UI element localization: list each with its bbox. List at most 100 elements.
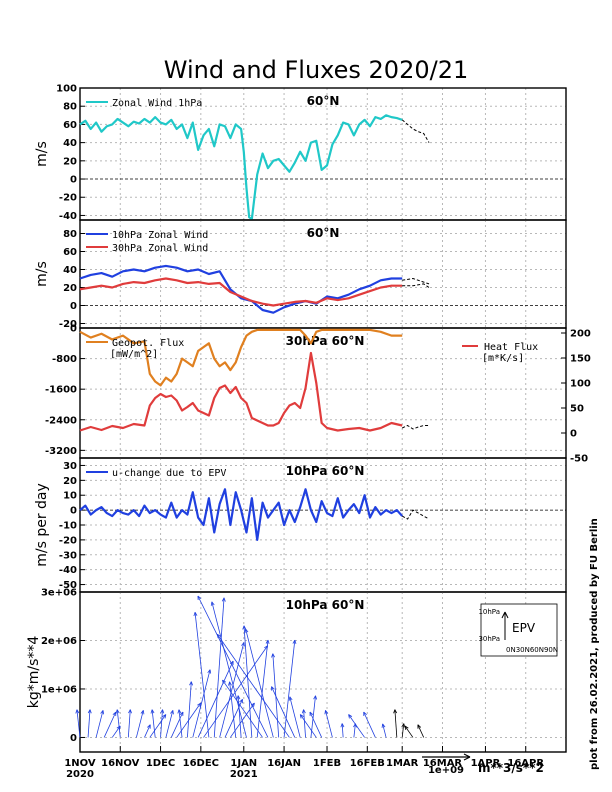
y-axis-label: m/s bbox=[34, 261, 50, 287]
vector-arrow bbox=[256, 640, 269, 738]
y-axis-label: m/s per day bbox=[34, 483, 50, 567]
vector-arrow bbox=[271, 686, 296, 738]
vector-arrowhead bbox=[236, 695, 241, 700]
legend-label: u-change due to EPV bbox=[112, 468, 226, 479]
vector-arrowhead bbox=[265, 639, 270, 644]
vector-arrow bbox=[363, 711, 376, 738]
legend-label: 10hPa Zonal Wind bbox=[112, 230, 208, 241]
vector-arrow bbox=[149, 714, 167, 738]
y-tick-label: 40 bbox=[63, 138, 77, 149]
x-tick-label: 1FEB bbox=[313, 758, 341, 769]
vector-arrow bbox=[197, 595, 269, 738]
vector-arrowhead bbox=[348, 714, 353, 719]
panel-frame bbox=[79, 591, 567, 753]
legend-unit: [mW/m^2] bbox=[110, 349, 158, 360]
panel-fluxes-30hpa: 0 -800 -1600 -2400 -3200 -50 0 50 100 150 200 30hPa… bbox=[45, 324, 591, 465]
inset-arrowhead bbox=[501, 611, 509, 619]
panel-u-change-epv: -50 -40 -30 -20 -10 0 10 20 30 10hPa 60°N m/s per … bbox=[34, 457, 567, 593]
y-tick-label: 30 bbox=[63, 461, 77, 472]
vector-arrow bbox=[222, 679, 263, 738]
vector-arrowhead bbox=[150, 709, 155, 714]
vector-arrow bbox=[417, 724, 425, 738]
vector-arrow bbox=[170, 711, 184, 738]
vector-arrowhead bbox=[115, 709, 120, 714]
vector-arrowhead bbox=[197, 702, 202, 708]
y-tick-label: -2400 bbox=[45, 415, 77, 426]
vector-arrowhead bbox=[404, 725, 409, 730]
y-tick-label: 3e+06 bbox=[41, 588, 77, 599]
vector-arrowhead bbox=[242, 625, 247, 630]
y-tick-label: -10 bbox=[59, 521, 77, 532]
x-year-label: 2021 bbox=[230, 769, 258, 780]
vector-arrowhead bbox=[417, 724, 422, 729]
vector-arrow bbox=[160, 709, 163, 738]
vector-arrow bbox=[165, 710, 174, 738]
vector-arrow bbox=[216, 633, 290, 738]
forecast-line bbox=[402, 278, 430, 285]
x-tick-label: 1NOV bbox=[64, 758, 96, 769]
vector-scale-label: 1e+09 bbox=[428, 765, 464, 776]
y-tick-label: 100 bbox=[56, 84, 77, 95]
series-line bbox=[79, 277, 403, 307]
y2-tick-label: -50 bbox=[570, 454, 588, 465]
vector-arrowhead bbox=[239, 698, 243, 704]
y-axis-label: m/s bbox=[34, 141, 50, 167]
vector-arrowhead bbox=[363, 711, 367, 717]
panel-zonal-wind-10-30hpa: -20 0 20 40 60 80 60°N m/s 10hPa Zonal Wind 30hPa… bbox=[34, 219, 567, 330]
y-tick-label: -40 bbox=[59, 565, 77, 576]
vector-arrow bbox=[299, 714, 317, 738]
vector-arrowhead bbox=[100, 710, 105, 715]
vector-arrow bbox=[151, 709, 156, 738]
vector-arrowhead bbox=[288, 696, 293, 701]
x-tick-label: 1JAN bbox=[230, 758, 257, 769]
vector-arrow bbox=[245, 628, 274, 738]
vector-arrow bbox=[348, 714, 365, 738]
vector-arrowhead bbox=[301, 709, 306, 714]
vector-arrow bbox=[283, 640, 296, 738]
y-tick-label: -20 bbox=[59, 535, 77, 546]
vector-arrow bbox=[353, 723, 356, 738]
panel-zonal-wind-1hpa: -40 -20 0 20 40 60 80 100 60°N m/s Zonal Wind 1hPa bbox=[34, 84, 567, 222]
y-tick-label: 0 bbox=[70, 175, 77, 186]
series-line bbox=[79, 114, 403, 221]
vector-arrowhead bbox=[309, 711, 314, 717]
vector-arrowhead bbox=[244, 628, 249, 633]
vector-arrowhead bbox=[189, 681, 193, 686]
vector-arrowhead bbox=[271, 686, 275, 691]
x-tick-label: 1MAR bbox=[386, 758, 419, 769]
y-tick-label: 60 bbox=[63, 120, 77, 131]
y-tick-label: -800 bbox=[52, 354, 77, 365]
vector-arrow bbox=[404, 725, 414, 738]
vector-arrowhead bbox=[292, 639, 297, 644]
x-year-label: 2020 bbox=[66, 769, 94, 780]
x-tick-label: 16APR bbox=[507, 758, 544, 769]
vector-arrow bbox=[394, 709, 398, 738]
forecast-line bbox=[401, 119, 430, 143]
vector-arrowhead bbox=[197, 595, 202, 601]
y-tick-label: 0 bbox=[70, 506, 77, 517]
y-tick-label: -50 bbox=[59, 580, 77, 591]
page-title: Wind and Fluxes 2020/21 bbox=[164, 56, 468, 84]
vector-arrow bbox=[309, 711, 323, 738]
y-tick-label: -30 bbox=[59, 550, 77, 561]
vector-arrowhead bbox=[271, 653, 275, 658]
vector-arrow bbox=[87, 709, 91, 738]
panel-title: 10hPa 60°N bbox=[286, 598, 365, 612]
vector-arrow bbox=[401, 723, 405, 738]
inset-ytick: 30hPa bbox=[478, 635, 500, 643]
y-tick-label: 20 bbox=[63, 283, 77, 294]
y2-tick-label: 100 bbox=[570, 379, 591, 390]
y-tick-label: 0 bbox=[70, 733, 77, 744]
vector-arrow bbox=[229, 681, 237, 738]
y2-tick-label: 0 bbox=[570, 429, 577, 440]
legend-label: Geopot. Flux bbox=[112, 338, 184, 349]
vector-arrow bbox=[203, 645, 269, 738]
vector-arrow bbox=[116, 709, 121, 738]
panel-title: 30hPa 60°N bbox=[286, 334, 365, 348]
vector-arrowhead bbox=[160, 709, 165, 714]
vector-arrowhead bbox=[324, 710, 329, 715]
legend-label: Zonal Wind 1hPa bbox=[112, 98, 202, 109]
y-tick-label: 0 bbox=[70, 324, 77, 335]
panel-epv-vectors: 0 1e+06 2e+06 3e+06 10hPa 60°N kg*m/s**4 bbox=[26, 588, 567, 753]
